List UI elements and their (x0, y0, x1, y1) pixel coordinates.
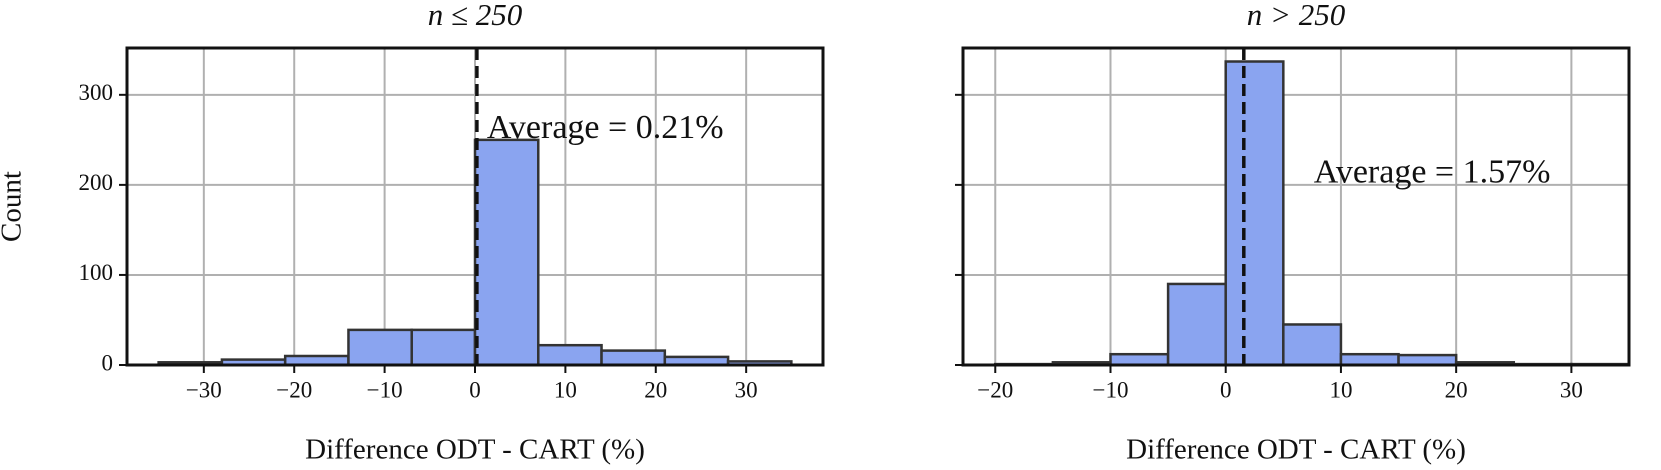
bar (600, 349, 667, 367)
x-tick-label: 10 (554, 377, 577, 402)
bar (1109, 352, 1170, 367)
chart-title: n > 250 (1247, 0, 1346, 32)
y-tick-label: 200 (79, 170, 114, 195)
bar (1339, 352, 1400, 367)
bar (1224, 60, 1285, 367)
x-tick-label: 30 (1560, 377, 1583, 402)
chart-title: n ≤ 250 (428, 0, 523, 32)
y-axis-label: Count (0, 171, 28, 242)
bar (410, 328, 477, 367)
annotation: Average = 1.57% (1314, 154, 1551, 191)
x-tick-label: 30 (735, 377, 758, 402)
bar (1166, 282, 1227, 367)
bar (347, 328, 413, 367)
bar (537, 343, 603, 367)
x-tick-label: −10 (1092, 377, 1128, 402)
x-tick-label: 10 (1329, 377, 1352, 402)
bar (473, 138, 540, 367)
x-tick-label: 0 (469, 377, 481, 402)
bar (1282, 323, 1343, 367)
annotation: Average = 0.21% (487, 109, 724, 146)
x-tick-label: −20 (276, 377, 312, 402)
x-tick-label: −30 (186, 377, 222, 402)
y-tick-label: 0 (102, 350, 114, 375)
axes-frame (961, 46, 1631, 367)
x-tick-label: 20 (1445, 377, 1468, 402)
x-tick-label: −10 (367, 377, 403, 402)
x-tick-label: 20 (644, 377, 667, 402)
axes-frame (125, 46, 825, 367)
y-tick-label: 100 (79, 260, 114, 285)
x-tick-label: −20 (977, 377, 1013, 402)
y-tick-label: 300 (79, 80, 114, 105)
x-axis-label: Difference ODT - CART (%) (305, 434, 645, 466)
x-tick-label: 0 (1220, 377, 1232, 402)
x-axis-label: Difference ODT - CART (%) (1126, 434, 1466, 466)
